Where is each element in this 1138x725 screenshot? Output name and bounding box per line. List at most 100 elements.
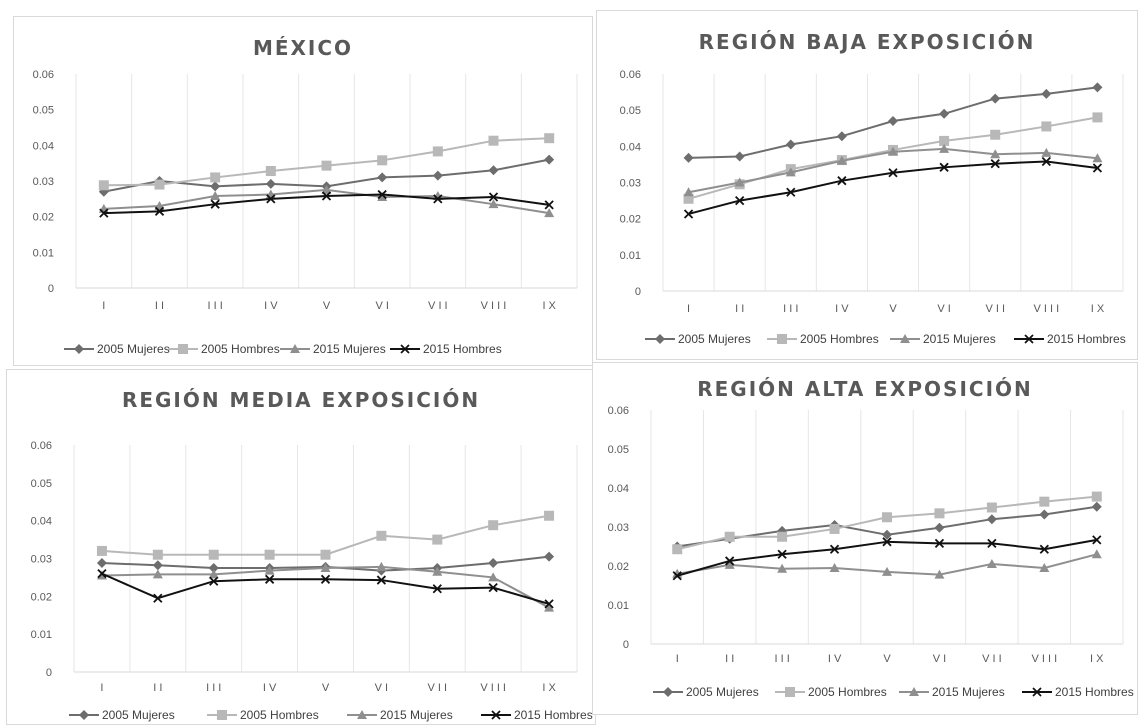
data-point — [544, 510, 555, 521]
data-point — [735, 195, 745, 206]
chart-title: MÉXICO — [253, 36, 353, 60]
legend-item: 2015 Hombres — [1014, 332, 1126, 346]
legend-label: 2015 Hombres — [1047, 332, 1126, 346]
chart-title: REGIÓN MEDIA EXPOSICIÓN — [122, 388, 480, 412]
x-tick-label: I I I — [783, 303, 798, 315]
line-chart-media: REGIÓN MEDIA EXPOSICIÓN 0 0.01 0.02 0.03 0.04… — [31, 388, 593, 722]
x-tick-label: I V — [828, 653, 842, 665]
data-point — [882, 512, 892, 523]
legend-marker — [785, 687, 795, 697]
data-point — [488, 520, 499, 531]
y-tick-label: 0.02 — [620, 214, 641, 226]
legend-item: 2005 Hombres — [775, 685, 887, 699]
x-tick-label: I I — [735, 303, 744, 315]
data-point — [152, 549, 163, 560]
data-point — [939, 108, 950, 119]
x-tick-label: V I — [937, 303, 950, 315]
series-line — [101, 514, 550, 556]
legend-label: 2005 Hombres — [808, 685, 887, 699]
data-point — [488, 192, 499, 202]
data-point — [786, 187, 796, 197]
series-2015-mujeres — [672, 549, 1102, 579]
data-point — [882, 537, 892, 547]
legend-label: 2015 Mujeres — [380, 708, 453, 722]
data-point — [208, 549, 219, 560]
y-tick-label: 0.03 — [33, 176, 54, 188]
y-tick-label: 0 — [48, 283, 54, 295]
legend-marker — [663, 687, 673, 697]
data-point — [683, 187, 694, 197]
data-point — [777, 549, 787, 559]
data-point — [1092, 82, 1103, 93]
data-point — [152, 569, 163, 579]
series-2015-hombres — [672, 535, 1102, 581]
y-tick-label: 0.05 — [608, 444, 629, 456]
data-point — [785, 139, 796, 150]
legend-marker — [79, 710, 89, 720]
data-point — [934, 522, 945, 533]
chart-title: REGIÓN ALTA EXPOSICIÓN — [697, 377, 1033, 401]
data-point — [264, 565, 275, 575]
chart-panel-alta: REGIÓN ALTA EXPOSICIÓN 0 0.01 0.02 0.03 0.04 0… — [592, 362, 1138, 715]
legend-label: 2005 Hombres — [201, 342, 280, 356]
x-tick-label: V I I — [982, 653, 1002, 665]
chart-panel-baja: REGIÓN BAJA EXPOSICIÓN 0 0.01 0.02 0.03 0.04 0… — [596, 10, 1138, 360]
data-point — [320, 562, 331, 572]
legend-marker — [178, 344, 188, 354]
y-tick-label: 0.03 — [31, 554, 52, 566]
series-2005-hombres — [96, 510, 555, 560]
series-2005-hombres — [98, 133, 555, 191]
data-point — [683, 209, 694, 219]
data-point — [488, 572, 499, 582]
data-point — [882, 529, 892, 540]
series-2005-hombres — [683, 112, 1103, 204]
data-point — [98, 180, 109, 191]
legend-item: 2005 Hombres — [767, 332, 879, 346]
x-tick-label: I X — [1091, 303, 1105, 315]
x-tick-label: V I I I — [1031, 653, 1057, 665]
data-point — [990, 93, 1001, 104]
legend-marker — [1032, 687, 1042, 697]
x-tick-label: I X — [542, 300, 556, 312]
y-tick-label: 0 — [635, 286, 641, 298]
data-point — [488, 165, 499, 176]
data-point — [1091, 491, 1102, 502]
data-point — [1039, 509, 1050, 520]
data-point — [544, 133, 555, 144]
data-point — [986, 514, 997, 525]
x-tick-label: V I I I — [481, 300, 507, 312]
data-point — [829, 562, 840, 572]
y-tick-label: 0.04 — [33, 140, 54, 152]
x-tick-label: I X — [542, 682, 556, 694]
data-point — [377, 189, 387, 200]
legend-marker — [909, 687, 919, 696]
y-tick-label: 0.05 — [31, 478, 52, 490]
legend-item: 2015 Mujeres — [280, 342, 386, 356]
series-line — [688, 116, 1098, 200]
legend-item: 2005 Mujeres — [645, 332, 751, 346]
legend-label: 2005 Mujeres — [97, 342, 170, 356]
data-point — [377, 155, 388, 166]
data-point — [210, 190, 221, 200]
data-point — [724, 559, 735, 569]
data-point — [99, 208, 109, 218]
y-tick-label: 0.02 — [31, 591, 52, 603]
data-point — [785, 167, 796, 177]
x-tick-label: I I — [725, 653, 734, 665]
y-tick-label: 0.01 — [33, 247, 54, 259]
series-2015-mujeres — [683, 143, 1103, 197]
legend-label: 2015 Mujeres — [313, 342, 386, 356]
data-point — [208, 562, 219, 573]
data-point — [829, 544, 840, 554]
data-point — [939, 143, 950, 153]
y-tick-label: 0.01 — [608, 600, 629, 612]
data-point — [1092, 535, 1102, 545]
data-point — [836, 131, 847, 142]
series-2015-mujeres — [98, 184, 555, 218]
data-point — [264, 549, 275, 560]
data-point — [432, 146, 443, 157]
legend-marker — [290, 344, 300, 353]
y-tick-label: 0.01 — [620, 250, 641, 262]
legend-label: 2015 Mujeres — [923, 332, 996, 346]
data-point — [488, 199, 499, 209]
